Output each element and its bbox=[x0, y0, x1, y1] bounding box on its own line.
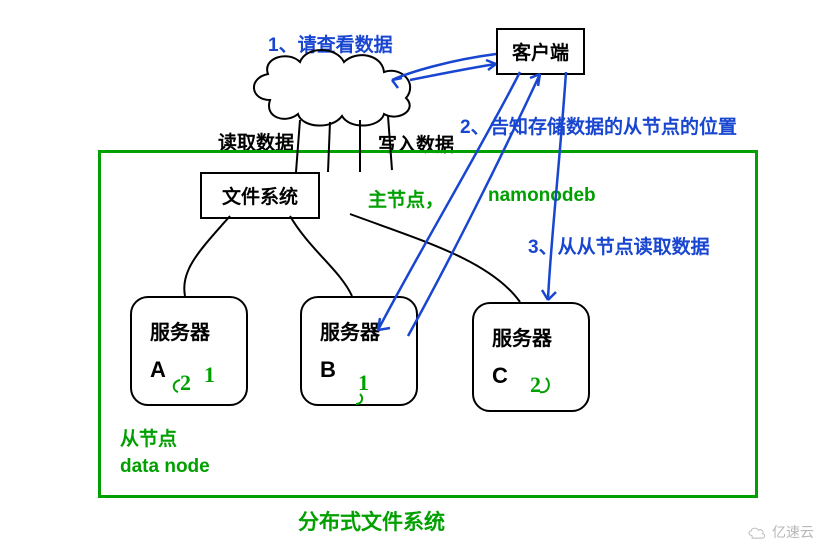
server-a-title: 服务器 bbox=[150, 316, 246, 345]
server-c-title: 服务器 bbox=[492, 322, 588, 351]
server-b-title: 服务器 bbox=[320, 316, 416, 345]
server-c-letter: C bbox=[492, 363, 508, 389]
client-box: 客户端 bbox=[496, 28, 585, 75]
server-c-num2: 2 bbox=[530, 372, 541, 398]
server-b-num1: 1 bbox=[358, 370, 369, 396]
server-b-letter: B bbox=[320, 357, 336, 383]
slave-node-label: 从节点 bbox=[120, 424, 177, 451]
master-node-label: 主节点， bbox=[368, 185, 444, 212]
client-label: 客户端 bbox=[512, 43, 569, 64]
watermark-text: 亿速云 bbox=[772, 522, 814, 542]
server-a-letter: A bbox=[150, 357, 166, 383]
step1-label: 1、请查看数据 bbox=[268, 30, 393, 57]
distributed-fs-label: 分布式文件系统 bbox=[298, 506, 445, 536]
server-a-num1: 1 bbox=[204, 362, 215, 388]
data-node-label: data node bbox=[120, 456, 210, 478]
file-system-label: 文件系统 bbox=[222, 187, 298, 208]
step3-label: 3、从从节点读取数据 bbox=[528, 232, 710, 259]
watermark: 亿速云 bbox=[746, 522, 814, 542]
cloud-icon bbox=[254, 50, 410, 126]
step2-prefix: 2、 bbox=[460, 112, 490, 139]
cloud-logo-icon bbox=[746, 525, 768, 539]
namenode-label: namonodeb bbox=[488, 185, 596, 207]
file-system-box: 文件系统 bbox=[200, 172, 320, 219]
server-a-num2: 2 bbox=[180, 370, 191, 396]
step2-label: 告知存储数据的从节点的位置 bbox=[490, 112, 737, 139]
